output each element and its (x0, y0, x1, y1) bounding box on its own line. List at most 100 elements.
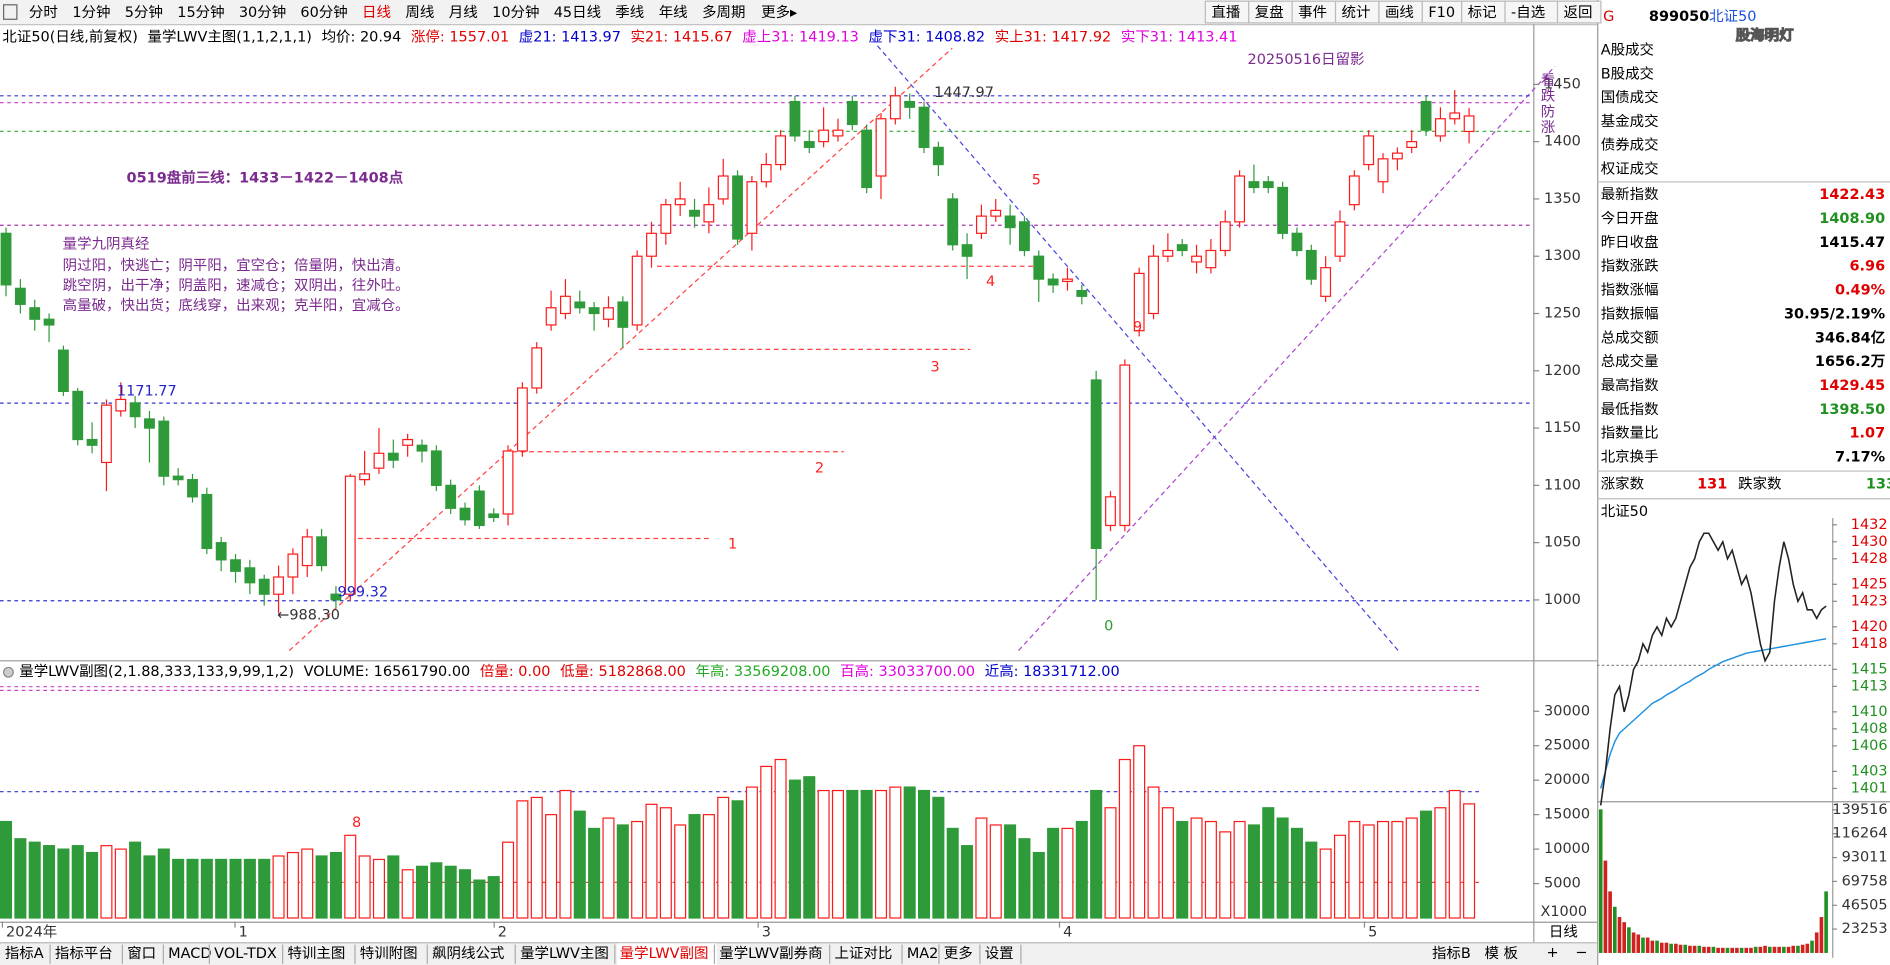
volume-bar (243, 858, 256, 919)
candle-body (101, 404, 112, 464)
volume-bar (1176, 820, 1189, 919)
y-tick-label: 1432 (1851, 517, 1888, 533)
toolbar-item[interactable]: 分时 (29, 4, 58, 21)
toolbar-item[interactable]: 标记 (1468, 4, 1497, 21)
candle-body (344, 475, 356, 595)
volume-bar (659, 807, 672, 919)
tab[interactable]: 量学LWV主图 (520, 945, 609, 962)
y-tick-label: 1400 (1544, 134, 1581, 150)
tab[interactable]: 指标B (1432, 945, 1471, 962)
y-tick-label: 1401 (1851, 780, 1888, 796)
candle-body (1176, 244, 1188, 252)
toolbar-item[interactable]: 统计 (1342, 4, 1371, 21)
toolbar-item[interactable]: 周线 (405, 4, 434, 21)
volume-bar (1090, 789, 1103, 919)
tab[interactable]: 窗口 (127, 944, 156, 962)
toolbar-item[interactable]: 事件 (1298, 4, 1327, 21)
axis-unit: X1000 (1540, 904, 1587, 920)
intraday-volume (1702, 946, 1706, 953)
toolbar-item[interactable]: 季线 (615, 4, 644, 21)
annotation: ←988.30 (277, 608, 340, 624)
volume-bar (430, 862, 443, 919)
toolbar-item[interactable]: 更多▸ (761, 4, 798, 21)
toolbar-item[interactable]: F10 (1428, 5, 1455, 21)
toolbar-item[interactable]: 月线 (449, 4, 478, 21)
toolbar-item[interactable]: 10分钟 (492, 4, 539, 21)
tab[interactable]: 飙阴线公式 (432, 945, 504, 962)
tab[interactable]: VOL-TDX (214, 946, 277, 962)
y-tick-label: 1430 (1851, 534, 1888, 550)
stat-value: 1.07 (1849, 426, 1885, 442)
toolbar-item[interactable]: 画线 (1385, 4, 1414, 21)
candle-body (1305, 249, 1317, 280)
tab[interactable]: 量学LWV副图 (620, 945, 709, 962)
volume-bar (1204, 820, 1217, 919)
header-item: 低量: 5182868.00 (560, 663, 686, 680)
tab[interactable]: MACD (168, 946, 211, 962)
candle-body (1449, 112, 1461, 120)
volume-bar (717, 796, 730, 919)
volume-bar (1004, 824, 1017, 919)
y-tick-label: 1425 (1851, 576, 1888, 592)
volume-bar (200, 858, 213, 919)
tab[interactable]: MA2 (907, 946, 939, 962)
trade-type: 债券成交 (1601, 136, 1659, 154)
volume-bar (301, 848, 314, 919)
volume-bar (731, 800, 744, 919)
toolbar-item[interactable]: 年线 (659, 4, 688, 21)
header-item: 实下31: 1413.41 (1121, 28, 1238, 45)
volume-bar (186, 858, 199, 919)
tab[interactable]: 指标A (5, 945, 44, 962)
intraday-title: 北证50 (1601, 503, 1648, 520)
candle-body (760, 163, 772, 183)
candle-body (746, 181, 758, 234)
toolbar-item[interactable]: 多周期 (702, 4, 745, 21)
volume-bar (1333, 834, 1347, 919)
candle-body (1119, 364, 1131, 527)
candle-body (918, 106, 930, 148)
quote-code: 899050 (1649, 9, 1709, 25)
volume-bar (760, 765, 773, 919)
toolbar-item[interactable]: 复盘 (1255, 3, 1284, 21)
volume-bar (874, 789, 888, 919)
toolbar-item[interactable]: 15分钟 (177, 4, 224, 21)
volume-bar (1061, 827, 1074, 919)
toolbar-item[interactable]: 返回 (1564, 4, 1593, 21)
tab[interactable]: 量学LWV副券商 (719, 945, 822, 962)
classic-line: 跳空阴，出干净；阴盖阳，速减仓；双阴出，往外吐。 (63, 277, 410, 294)
tab[interactable]: 指标平台 (55, 945, 113, 962)
candle-body (531, 347, 543, 389)
toolbar-item[interactable]: -自选 (1511, 4, 1545, 21)
tab[interactable]: 更多 (944, 945, 973, 962)
tab[interactable]: 模 板 (1484, 944, 1518, 962)
toolbar-item[interactable]: 直播 (1211, 4, 1240, 21)
header-item: 涨停: 1557.01 (411, 28, 509, 45)
candle-body (1248, 181, 1260, 189)
toolbar-item[interactable]: 5分钟 (125, 4, 163, 21)
toolbar-item[interactable]: 30分钟 (239, 4, 286, 21)
toolbar-button[interactable] (1556, 0, 1602, 24)
tab[interactable]: 设置 (985, 945, 1014, 962)
trade-type: A股成交 (1601, 41, 1654, 59)
tab[interactable]: 特训主图 (287, 945, 345, 962)
toolbar-item[interactable]: 日线 (362, 4, 391, 21)
toolbar-item[interactable]: 1分钟 (72, 4, 110, 21)
toolbar-item[interactable]: 45日线 (554, 4, 601, 21)
intraday-volume (1678, 944, 1683, 953)
candle-body (603, 307, 614, 320)
candle-body (1334, 221, 1346, 257)
tab[interactable]: 特训附图 (360, 945, 418, 962)
y-tick-label: 1418 (1851, 636, 1888, 652)
zoom-button[interactable]: + (1546, 945, 1558, 961)
intraday-volume (1627, 927, 1631, 953)
candle-body (316, 536, 328, 567)
zoom-button[interactable]: − (1575, 945, 1587, 961)
candle-body (29, 307, 41, 320)
candle-body (932, 146, 944, 166)
date-label: 5 (1368, 924, 1377, 940)
tab[interactable]: 上证对比 (835, 945, 893, 962)
volume-bar (1262, 807, 1275, 919)
toolbar-item[interactable]: 60分钟 (300, 4, 347, 21)
